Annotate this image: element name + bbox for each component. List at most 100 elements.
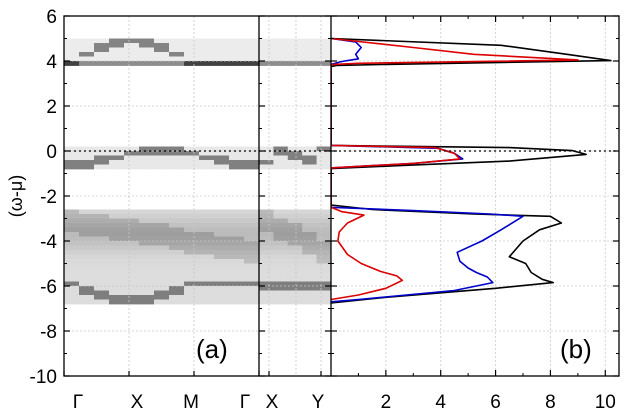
heatmap-cell [302,236,317,242]
heatmap-cell [94,214,110,219]
heatmap-cell [139,241,155,246]
heatmap-cell [79,164,95,170]
heatmap-cell [169,146,185,152]
heatmap-cell [287,155,303,161]
heatmap-cell [79,268,95,273]
heatmap-cell [229,56,245,62]
heatmap-cell [79,254,95,260]
heatmap-cell [259,299,274,305]
heatmap-cell [302,61,317,66]
heatmap-cell [287,236,303,242]
heatmap-cell [169,61,185,66]
heatmap-cell [124,38,140,44]
heatmap-cell [154,236,170,242]
heatmap-cell [214,259,230,264]
heatmap-cell [244,223,260,228]
heatmap-cell [273,160,289,165]
heatmap-cell [124,259,140,264]
heatmap-cell [79,281,95,287]
heatmap-cell [273,43,289,48]
heatmap-cell [199,209,215,215]
heatmap-cell [214,209,230,215]
heatmap-cell [287,254,303,260]
heatmap-cell [316,223,332,228]
heatmap-cell [169,254,185,260]
heatmap-cell [229,223,245,228]
heatmap-cell [199,146,215,152]
heatmap-cell [259,281,274,287]
dos-series-2 [331,37,579,301]
heatmap-cell [154,223,170,228]
heatmap-cell [79,259,95,264]
heatmap-cell [184,299,200,305]
heatmap-cell [169,281,185,287]
heatmap-cell [64,236,80,242]
heatmap-cell [184,254,200,260]
y-tick-label: -6 [40,277,57,298]
heatmap-cell [302,281,317,287]
heatmap-cell [244,263,260,269]
heatmap-cell [169,47,185,53]
heatmap-cell [139,263,155,269]
heatmap-cell [169,245,185,251]
heatmap-cell [139,146,155,152]
heatmap-cell [79,146,95,152]
heatmap-cell [244,290,260,296]
dos-lines [331,37,612,304]
heatmap-cell [302,214,317,219]
heatmap-cell [94,268,110,273]
heatmap-cell [64,214,80,219]
heatmap-cell [244,155,260,161]
heatmap-cell [229,47,245,53]
heatmap-cell [124,214,140,219]
heatmap-cell [273,223,289,228]
heatmap-cell [109,43,125,48]
heatmap-cell [94,61,110,66]
heatmap-cell [94,155,110,161]
y-axis-ticks: 6 4 2 0 -2 -4 -6 -8 -10 [30,7,619,388]
heatmap-cell [64,164,80,170]
heatmap-cell [109,56,125,62]
heatmap-cell [64,209,80,215]
heatmap-cell [214,250,230,255]
heatmap-cell [316,47,332,53]
heatmap-cell [124,250,140,255]
heatmap-cell [124,43,140,48]
y-tick-label: -4 [40,232,57,253]
heatmap-cell [302,164,317,170]
heatmap-cell [244,56,260,62]
heatmap-cell [94,286,110,291]
heatmap-cell [316,232,332,237]
heatmap-cell [199,281,215,287]
heatmap-cell [316,295,332,300]
heatmap-cell [124,160,140,165]
heatmap-cell [273,241,289,246]
heatmap-cell [109,160,125,165]
heatmap-cell [109,164,125,170]
heatmap-cell [259,164,274,170]
heatmap-cell [229,38,245,44]
heatmap-cell [287,209,303,215]
heatmap-cell [94,227,110,233]
heatmap-cell [154,259,170,264]
heatmap-cell [154,263,170,269]
heatmap-cell [109,227,125,233]
y-tick-label: 6 [46,7,57,28]
heatmap-cell [79,218,95,224]
heatmap-cell [259,268,274,273]
heatmap-cell [316,281,332,287]
heatmap-cell [316,241,332,246]
heatmap-cell [79,223,95,228]
k-point-label: Γ [73,392,83,413]
heatmap-cell [287,277,303,282]
heatmap-cell [169,43,185,48]
heatmap-cell [109,299,125,305]
heatmap-cell [199,299,215,305]
heatmap-cell [199,218,215,224]
heatmap-cell [316,209,332,215]
heatmap-cell [259,52,274,57]
heatmap-cell [139,61,155,66]
heatmap-cell [79,52,95,57]
heatmap-cell [287,47,303,53]
heatmap-cell [229,209,245,215]
